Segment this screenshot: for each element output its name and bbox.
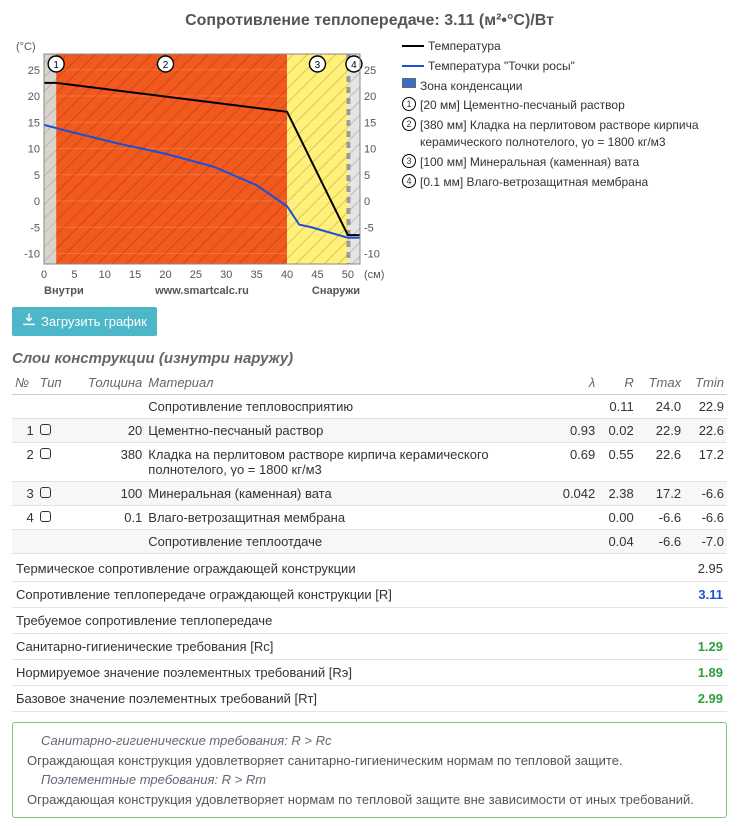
result-t1: Ограждающая конструкция удовлетворяет са… (27, 751, 712, 771)
table-row: Сопротивление тепловосприятию0.1124.022.… (12, 395, 727, 419)
th-r: R (598, 371, 636, 395)
svg-text:0: 0 (364, 196, 370, 208)
svg-text:50: 50 (342, 269, 354, 281)
svg-text:10: 10 (364, 144, 376, 156)
download-icon (22, 313, 36, 330)
svg-text:-10: -10 (24, 249, 40, 261)
type-icon (40, 511, 51, 522)
svg-text:www.smartcalc.ru: www.smartcalc.ru (154, 285, 249, 297)
summary-row: Термическое сопротивление ограждающей ко… (12, 556, 727, 582)
legend-label-temp: Температура (428, 38, 727, 55)
th-tmin: Tmin (684, 371, 727, 395)
th-mat: Материал (145, 371, 551, 395)
legend-swatch-temp (402, 45, 424, 47)
th-type: Тип (37, 371, 71, 395)
type-icon (40, 487, 51, 498)
th-tmax: Tmax (637, 371, 684, 395)
svg-text:0: 0 (34, 196, 40, 208)
svg-text:0: 0 (41, 269, 47, 281)
result-h2: Поэлементные требования: R > Rт (41, 770, 712, 790)
legend-number-icon: 4 (402, 174, 416, 188)
svg-text:20: 20 (364, 91, 376, 103)
legend-swatch-dew (402, 65, 424, 67)
summary-row: Сопротивление теплопередаче ограждающей … (12, 582, 727, 608)
summary-row: Требуемое сопротивление теплопередаче (12, 608, 727, 634)
th-lambda: λ (551, 371, 598, 395)
table-row: 2380Кладка на перлитовом растворе кирпич… (12, 443, 727, 482)
result-box: Санитарно-гигиенические требования: R > … (12, 722, 727, 818)
svg-text:-10: -10 (364, 249, 380, 261)
legend-layer-label: [100 мм] Минеральная (каменная) вата (420, 154, 727, 171)
svg-text:5: 5 (71, 269, 77, 281)
chart-legend: Температура Температура "Точки росы" Зон… (402, 38, 727, 301)
svg-text:10: 10 (99, 269, 111, 281)
legend-number-icon: 2 (402, 117, 416, 131)
table-row: 120Цементно-песчаный раствор0.930.0222.9… (12, 419, 727, 443)
table-row: Сопротивление теплоотдаче0.04-6.6-7.0 (12, 530, 727, 554)
svg-text:Снаружи: Снаружи (312, 285, 360, 297)
legend-swatch-cond (402, 78, 416, 88)
svg-text:1: 1 (53, 60, 59, 71)
svg-text:10: 10 (28, 144, 40, 156)
svg-text:30: 30 (220, 269, 232, 281)
type-icon (40, 424, 51, 435)
legend-layer-label: [20 мм] Цементно-песчаный раствор (420, 97, 727, 114)
summary-table: Термическое сопротивление ограждающей ко… (12, 556, 727, 712)
load-chart-label: Загрузить график (41, 314, 147, 329)
svg-text:5: 5 (364, 170, 370, 182)
svg-text:15: 15 (129, 269, 141, 281)
legend-number-icon: 1 (402, 97, 416, 111)
type-icon (40, 448, 51, 459)
layers-table: № Тип Толщина Материал λ R Tmax Tmin Соп… (12, 371, 727, 554)
svg-text:4: 4 (351, 60, 357, 71)
result-h1: Санитарно-гигиенические требования: R > … (41, 731, 712, 751)
svg-text:2: 2 (163, 60, 169, 71)
th-thick: Толщина (71, 371, 145, 395)
svg-text:45: 45 (311, 269, 323, 281)
summary-row: Санитарно-гигиенические требования [Rc]1… (12, 634, 727, 660)
summary-row: Нормируемое значение поэлементных требов… (12, 660, 727, 686)
svg-text:Внутри: Внутри (44, 285, 84, 297)
summary-row: Базовое значение поэлементных требований… (12, 686, 727, 712)
chart-container: -10-10-5-5005510101515202025250510152025… (12, 38, 392, 301)
svg-text:40: 40 (281, 269, 293, 281)
load-chart-button[interactable]: Загрузить график (12, 307, 157, 336)
svg-text:15: 15 (364, 117, 376, 129)
legend-layer-label: [0.1 мм] Влаго-ветрозащитная мембрана (420, 174, 727, 191)
legend-number-icon: 3 (402, 154, 416, 168)
svg-text:-5: -5 (30, 222, 40, 234)
svg-text:25: 25 (364, 65, 376, 77)
svg-text:(°C): (°C) (16, 41, 36, 53)
svg-text:5: 5 (34, 170, 40, 182)
svg-text:(см): (см) (364, 269, 384, 281)
svg-text:20: 20 (28, 91, 40, 103)
svg-text:25: 25 (28, 65, 40, 77)
legend-label-cond: Зона конденсации (420, 78, 727, 95)
svg-text:3: 3 (315, 60, 321, 71)
svg-text:25: 25 (190, 269, 202, 281)
svg-text:-5: -5 (364, 222, 374, 234)
result-t2: Ограждающая конструкция удовлетворяет но… (27, 790, 712, 810)
table-row: 40.1Влаго-ветрозащитная мембрана0.00-6.6… (12, 506, 727, 530)
legend-label-dew: Температура "Точки росы" (428, 58, 727, 75)
svg-text:35: 35 (251, 269, 263, 281)
page-title: Сопротивление теплопередаче: 3.11 (м²•°С… (12, 12, 727, 30)
legend-layer-label: [380 мм] Кладка на перлитовом растворе к… (420, 117, 727, 151)
th-n: № (12, 371, 37, 395)
table-row: 3100Минеральная (каменная) вата0.0422.38… (12, 482, 727, 506)
layers-section-title: Слои конструкции (изнутри наружу) (12, 350, 727, 367)
svg-text:20: 20 (159, 269, 171, 281)
svg-text:15: 15 (28, 117, 40, 129)
